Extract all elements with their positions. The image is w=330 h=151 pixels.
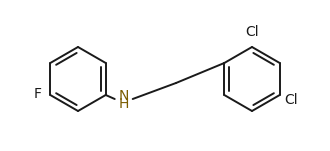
Text: F: F bbox=[33, 87, 41, 101]
Text: Cl: Cl bbox=[285, 93, 298, 107]
Text: Cl: Cl bbox=[245, 25, 259, 39]
Text: H: H bbox=[118, 97, 129, 111]
Text: N: N bbox=[118, 89, 129, 103]
